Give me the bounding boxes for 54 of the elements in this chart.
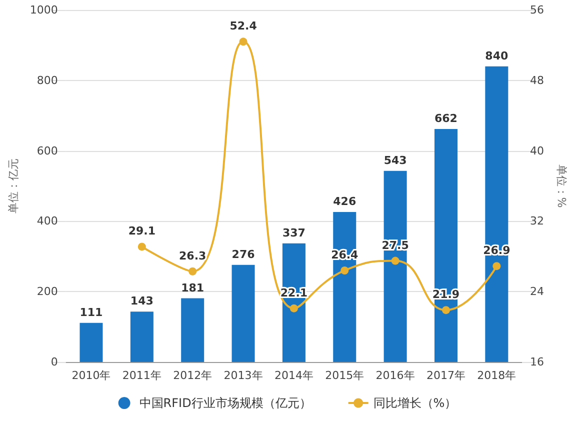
x-tick-label: 2017年: [426, 369, 466, 382]
y-tick-label: 800: [36, 74, 58, 87]
x-tick-label: 2014年: [274, 369, 314, 382]
data-label: 52.4: [230, 20, 258, 33]
point: [138, 242, 146, 251]
point: [239, 38, 248, 46]
y-tick-label: 200: [36, 285, 58, 298]
point: [188, 267, 197, 276]
bar: [434, 128, 458, 362]
point: [340, 266, 349, 274]
bar: [485, 66, 508, 362]
legend-label: 中国RFID行业市场规模（亿元）: [139, 396, 312, 410]
y2-tick-label: 56: [530, 4, 544, 16]
data-label: 426: [333, 195, 356, 208]
y-tick-label: 400: [36, 214, 58, 228]
data-label: 181: [181, 281, 204, 294]
y-axis-title: 单位：亿元: [7, 158, 20, 214]
x-tick-label: 2011年: [122, 369, 162, 382]
data-label: 337: [282, 226, 306, 240]
y2-tick-label: 32: [530, 214, 544, 228]
bar: [384, 170, 407, 362]
point: [290, 304, 298, 312]
point: [391, 256, 400, 265]
data-label: 143: [130, 294, 154, 308]
y2-tick-label: 40: [530, 144, 544, 158]
bar: [282, 243, 306, 362]
data-label: 26.3: [179, 249, 206, 262]
y2-tick-label: 16: [530, 356, 544, 368]
data-label: 840: [485, 49, 508, 62]
x-tick-label: 2015年: [325, 369, 364, 382]
data-label: 111: [80, 306, 103, 319]
bar: [232, 264, 255, 362]
y2-tick-label: 24: [530, 285, 544, 298]
bar: [333, 212, 356, 362]
data-label: 29.1: [128, 224, 156, 238]
bar: [80, 322, 103, 362]
y2-tick-label: 48: [530, 74, 544, 87]
y-tick-label: 600: [36, 144, 58, 158]
y-tick-label: 0: [50, 356, 58, 368]
x-tick-label: 2016年: [376, 369, 415, 382]
y2-axis-title: 单位：%: [555, 164, 568, 208]
bar: [130, 312, 154, 362]
x-tick-label: 2018年: [477, 369, 516, 382]
bar: [181, 298, 204, 362]
legend-label: 同比增长（%）: [373, 396, 457, 410]
y-tick-label: 1000: [30, 4, 58, 16]
point: [442, 306, 450, 314]
x-tick-label: 2013年: [224, 369, 263, 382]
data-label: 276: [232, 248, 256, 261]
x-tick-label: 2010年: [72, 369, 111, 382]
x-tick-label: 2012年: [173, 369, 212, 382]
point: [492, 262, 501, 270]
data-label: 543: [384, 154, 407, 167]
data-label: 662: [434, 112, 458, 125]
